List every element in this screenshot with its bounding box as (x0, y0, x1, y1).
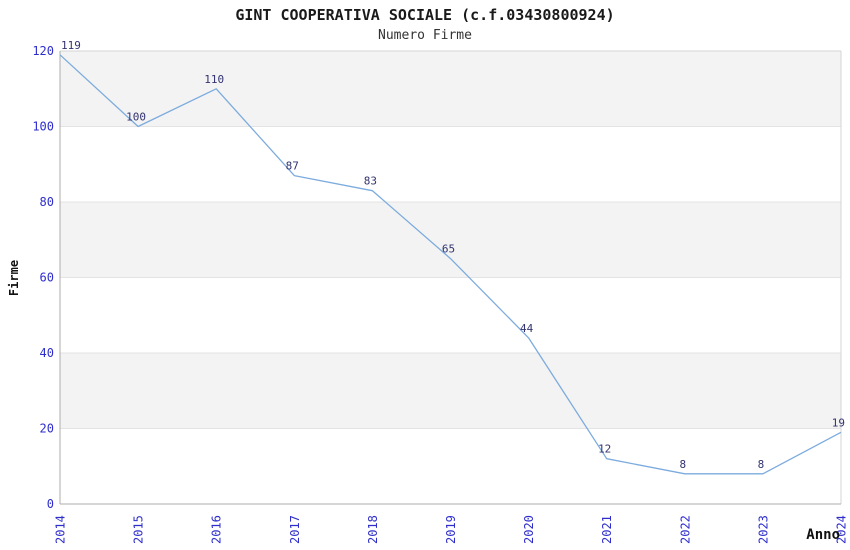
data-point-label: 83 (364, 175, 377, 188)
data-point-label: 87 (286, 160, 299, 173)
x-tick-label: 2018 (366, 515, 380, 544)
y-tick-label: 100 (32, 120, 54, 134)
x-axis-title: Anno (806, 527, 840, 543)
x-tick-label: 2020 (522, 515, 536, 544)
chart-title: GINT COOPERATIVA SOCIALE (c.f.0343080092… (235, 6, 615, 24)
x-tick-label: 2024 (835, 515, 849, 544)
data-point-label: 119 (61, 39, 81, 52)
y-tick-label: 40 (40, 346, 54, 360)
plot-band (60, 353, 841, 429)
x-tick-label: 2016 (210, 515, 224, 544)
data-point-label: 65 (442, 243, 455, 256)
y-axis-title: Firme (7, 259, 21, 297)
y-tick-label: 80 (40, 195, 54, 209)
y-tick-label: 60 (40, 271, 54, 285)
x-tick-label: 2017 (288, 515, 302, 544)
data-point-label: 44 (520, 322, 534, 335)
y-tick-label: 0 (47, 497, 54, 511)
x-tick-label: 2019 (444, 515, 458, 544)
y-tick-label: 20 (40, 422, 54, 436)
data-point-label: 110 (204, 73, 224, 86)
data-point-label: 12 (598, 443, 611, 456)
x-tick-label: 2021 (600, 515, 614, 544)
plot-band (60, 51, 841, 127)
chart-subtitle: Numero Firme (378, 28, 472, 43)
x-tick-label: 2023 (756, 515, 770, 544)
data-point-label: 100 (126, 111, 146, 124)
data-point-label: 8 (679, 458, 686, 471)
x-tick-label: 2014 (54, 515, 68, 544)
x-tick-label: 2015 (132, 515, 146, 544)
y-tick-label: 120 (32, 44, 54, 58)
data-point-label: 8 (758, 458, 765, 471)
data-point-label: 19 (832, 416, 845, 429)
x-tick-label: 2022 (678, 515, 692, 544)
chart-line (59, 54, 842, 475)
plot-band (60, 202, 841, 278)
